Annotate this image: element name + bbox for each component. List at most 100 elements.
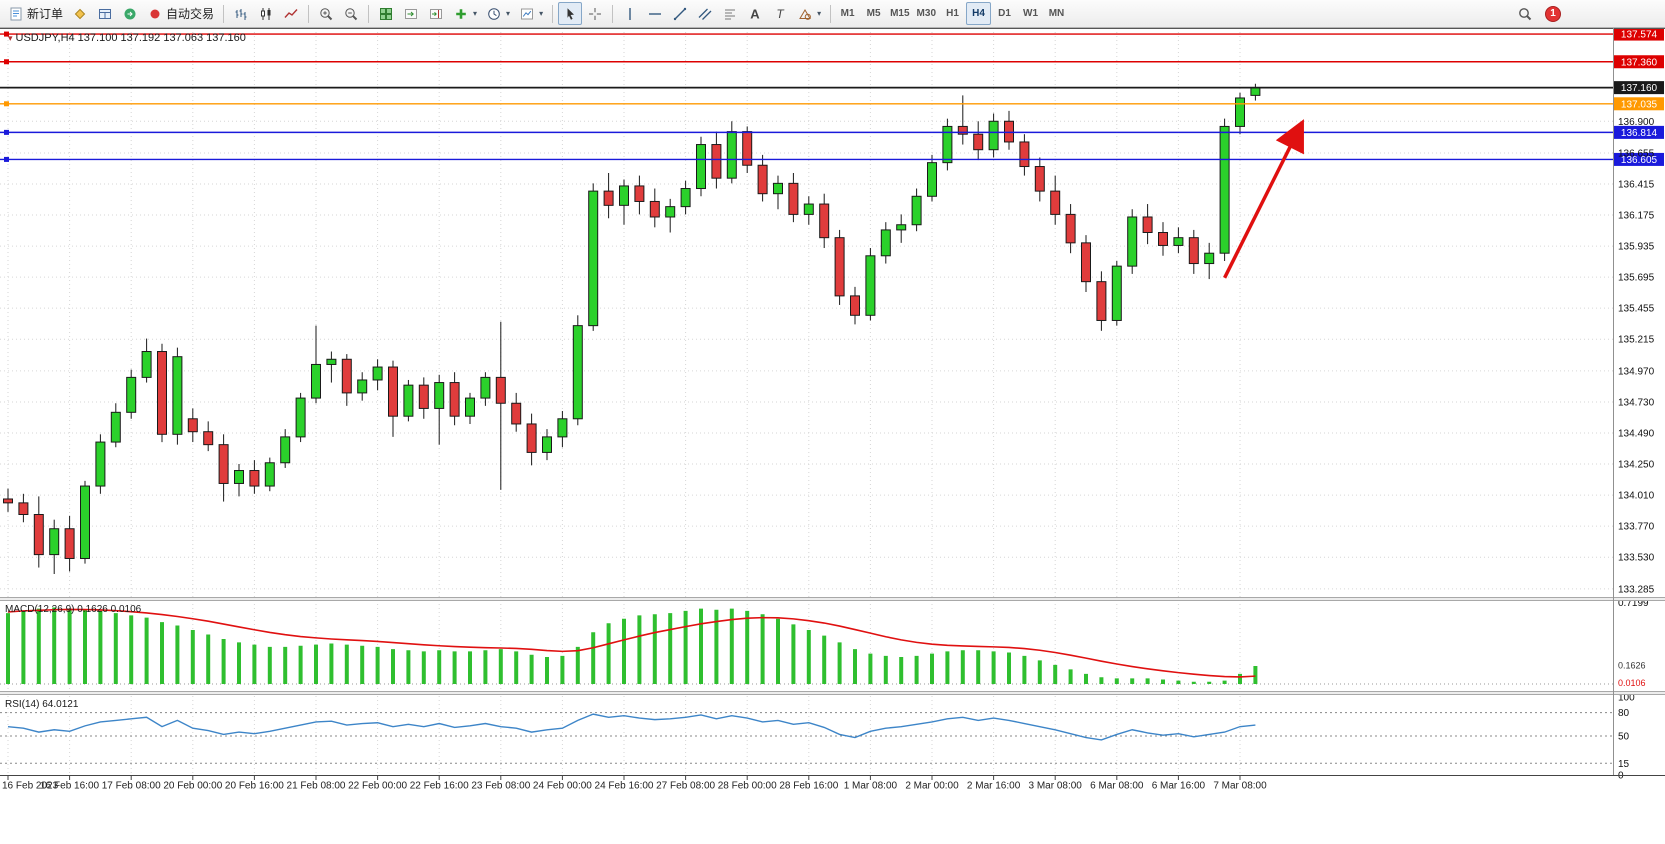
candle — [218, 444, 229, 484]
macd-bar — [21, 610, 26, 684]
auto-scroll-button[interactable] — [399, 2, 423, 25]
candle — [403, 384, 414, 417]
candle — [619, 185, 629, 206]
toolbar: 新订单 自动交易 ▾ ▾ ▾ A T ▾ M1 M5 M15 M30 H1 H4 D1 W1 MN 1 — [0, 0, 1665, 28]
bar-chart-button[interactable] — [229, 2, 253, 25]
navigator-button[interactable] — [118, 2, 142, 25]
price-level-136-814[interactable]: 136.814 — [0, 125, 1664, 139]
candle — [896, 224, 907, 231]
timeframe-w1[interactable]: W1 — [1018, 2, 1043, 25]
svg-text:22 Feb 00:00: 22 Feb 00:00 — [348, 781, 407, 792]
search-button[interactable] — [1513, 2, 1537, 25]
rsi-panel: 1008050150 — [0, 693, 1635, 782]
chart-canvas[interactable]: 0.71990.16260.01061008050150137.574137.3… — [0, 28, 1665, 844]
macd-bar — [991, 651, 996, 684]
candle — [696, 144, 706, 190]
timeframe-d1[interactable]: D1 — [992, 2, 1017, 25]
timeframe-m15[interactable]: M15 — [887, 2, 912, 25]
vertical-line-button[interactable] — [618, 2, 642, 25]
level-handle[interactable] — [4, 101, 9, 107]
price-axis-badge — [1614, 55, 1664, 69]
candle — [557, 418, 568, 438]
text-button[interactable]: A — [743, 2, 767, 25]
candle — [865, 255, 876, 316]
chart-shift-button[interactable] — [424, 2, 448, 25]
templates-button[interactable]: ▾ — [515, 2, 547, 25]
price-level-137-574[interactable]: 137.574 — [0, 28, 1664, 41]
horizontal-line-button[interactable] — [643, 2, 667, 25]
macd-bar — [190, 630, 195, 684]
macd-bar — [575, 646, 580, 684]
macd-bar — [267, 646, 272, 684]
svg-text:136.655: 136.655 — [1618, 148, 1655, 159]
macd-signal-line — [7, 608, 1256, 678]
macd-bar — [1007, 652, 1011, 684]
label-icon: T — [772, 6, 788, 22]
autotrading-button[interactable]: 自动交易 — [143, 2, 218, 25]
toolbar-separator — [612, 4, 614, 23]
zoom-in-icon — [318, 6, 334, 22]
cursor-button[interactable] — [558, 2, 583, 25]
notification-badge[interactable]: 1 — [1545, 5, 1561, 22]
level-handle[interactable] — [4, 59, 9, 65]
timeframe-m5[interactable]: M5 — [861, 2, 886, 25]
timeframe-m30[interactable]: M30 — [914, 2, 939, 25]
macd-bar — [1037, 660, 1042, 684]
macd-bar — [1068, 669, 1073, 684]
toolbar-separator — [552, 4, 554, 23]
macd-bar — [360, 645, 365, 684]
crosshair-button[interactable] — [583, 2, 607, 25]
timeframe-m1[interactable]: M1 — [835, 2, 860, 25]
indicators-button[interactable]: ▾ — [449, 2, 481, 25]
level-handle[interactable] — [4, 31, 9, 37]
zoom-in-button[interactable] — [314, 2, 338, 25]
periods-button[interactable]: ▾ — [482, 2, 514, 25]
svg-text:3 Mar 08:00: 3 Mar 08:00 — [1029, 781, 1083, 792]
timeframe-mn[interactable]: MN — [1044, 2, 1069, 25]
candle — [110, 411, 121, 443]
candle — [1235, 97, 1245, 127]
level-handle[interactable] — [4, 129, 9, 135]
macd-bar — [52, 607, 57, 684]
macd-bar — [606, 623, 611, 684]
candle — [942, 125, 953, 164]
candle — [927, 162, 937, 197]
svg-text:24 Feb 00:00: 24 Feb 00:00 — [533, 781, 592, 792]
price-level-137-035[interactable]: 137.035 — [0, 97, 1664, 111]
equidistant-channel-button[interactable] — [693, 2, 717, 25]
candlestick-chart-button[interactable] — [254, 2, 278, 25]
trend-arrow-annotation[interactable] — [1223, 119, 1304, 279]
timeframe-h1[interactable]: H1 — [940, 2, 965, 25]
price-level-136-605[interactable]: 136.605 — [0, 152, 1664, 166]
macd-bar — [668, 613, 673, 684]
macd-bar — [1176, 680, 1181, 684]
timeframe-h4[interactable]: H4 — [966, 2, 991, 25]
new-order-button[interactable]: 新订单 — [4, 2, 67, 25]
data-window-button[interactable] — [93, 2, 117, 25]
new-order-label: 新订单 — [27, 7, 64, 21]
macd-bar — [113, 613, 118, 684]
dropdown-caret-icon: ▾ — [539, 9, 544, 18]
fibonacci-button[interactable] — [718, 2, 742, 25]
toolbar-separator — [830, 4, 832, 23]
candle — [388, 366, 398, 417]
shapes-button[interactable]: ▾ — [793, 2, 825, 25]
price-level-137-160[interactable]: 137.160 — [0, 81, 1664, 95]
data-window-icon — [97, 6, 113, 22]
level-handle[interactable] — [4, 156, 9, 162]
panel-splitter[interactable] — [0, 597, 1665, 601]
panel-splitter[interactable] — [0, 691, 1665, 695]
text-label-button[interactable]: T — [768, 2, 792, 25]
tile-windows-button[interactable] — [374, 2, 398, 25]
svg-text:23 Feb 08:00: 23 Feb 08:00 — [471, 781, 530, 792]
price-level-137-360[interactable]: 137.360 — [0, 55, 1664, 69]
macd-bar — [298, 645, 303, 684]
zoom-out-button[interactable] — [339, 2, 363, 25]
candle — [1142, 216, 1153, 234]
zoom-out-icon — [343, 6, 359, 22]
profiles-button[interactable] — [68, 2, 92, 25]
macd-bar — [1145, 678, 1150, 684]
trendline-button[interactable] — [668, 2, 692, 25]
line-chart-button[interactable] — [279, 2, 303, 25]
